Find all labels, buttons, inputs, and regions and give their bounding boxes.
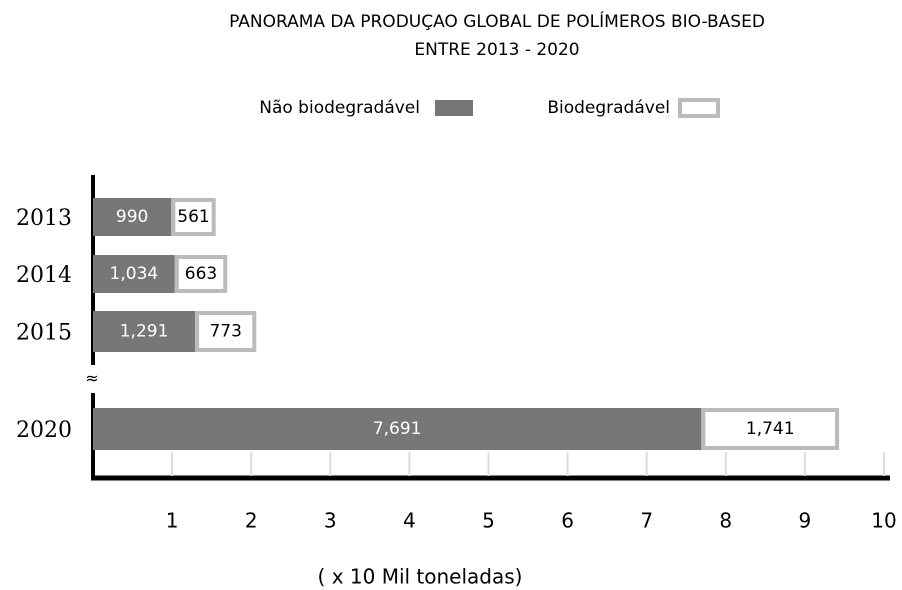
bar-segment [701, 408, 840, 450]
bar-segment [93, 255, 175, 293]
x-tick-label: 6 [561, 509, 574, 533]
x-tick-label: 3 [324, 509, 337, 533]
x-tick-label: 9 [799, 509, 812, 533]
data-label: 1,291 [120, 322, 169, 342]
x-tick-label: 10 [871, 509, 896, 533]
legend-label: Não biodegradável [259, 98, 420, 118]
bar-segment [171, 198, 216, 236]
x-tick-label: 1 [166, 509, 179, 533]
bar-segment [174, 255, 228, 293]
bar-segment [195, 311, 257, 352]
x-tick-label: 2 [245, 509, 258, 533]
y-tick-label: 2020 [16, 418, 72, 443]
x-tick-label: 4 [403, 509, 416, 533]
legend-swatch [435, 100, 473, 116]
chart-title: ENTRE 2013 - 2020 [414, 40, 579, 60]
data-label: 663 [185, 264, 217, 284]
data-label: 990 [116, 207, 148, 227]
data-label: 1,741 [746, 419, 795, 439]
data-label: 7,691 [373, 419, 422, 439]
bar-segment [93, 408, 702, 450]
y-tick-label: 2015 [16, 321, 72, 346]
x-tick-label: 5 [482, 509, 495, 533]
data-label: 561 [177, 207, 209, 227]
x-tick-label: 8 [719, 509, 732, 533]
legend-swatch [678, 98, 720, 118]
axis-break: ≈ [85, 369, 98, 388]
bar-segment [93, 198, 172, 236]
bar-segment [93, 311, 196, 352]
x-axis-label: ( x 10 Mil toneladas) [318, 565, 523, 589]
chart-title: PANORAMA DA PRODUÇAO GLOBAL DE POLÍMEROS… [229, 10, 765, 32]
y-tick-label: 2013 [16, 206, 72, 231]
data-label: 773 [209, 322, 241, 342]
x-tick-label: 7 [640, 509, 653, 533]
y-tick-label: 2014 [16, 263, 72, 288]
data-label: 1,034 [110, 264, 159, 284]
legend-label: Biodegradável [547, 98, 670, 118]
